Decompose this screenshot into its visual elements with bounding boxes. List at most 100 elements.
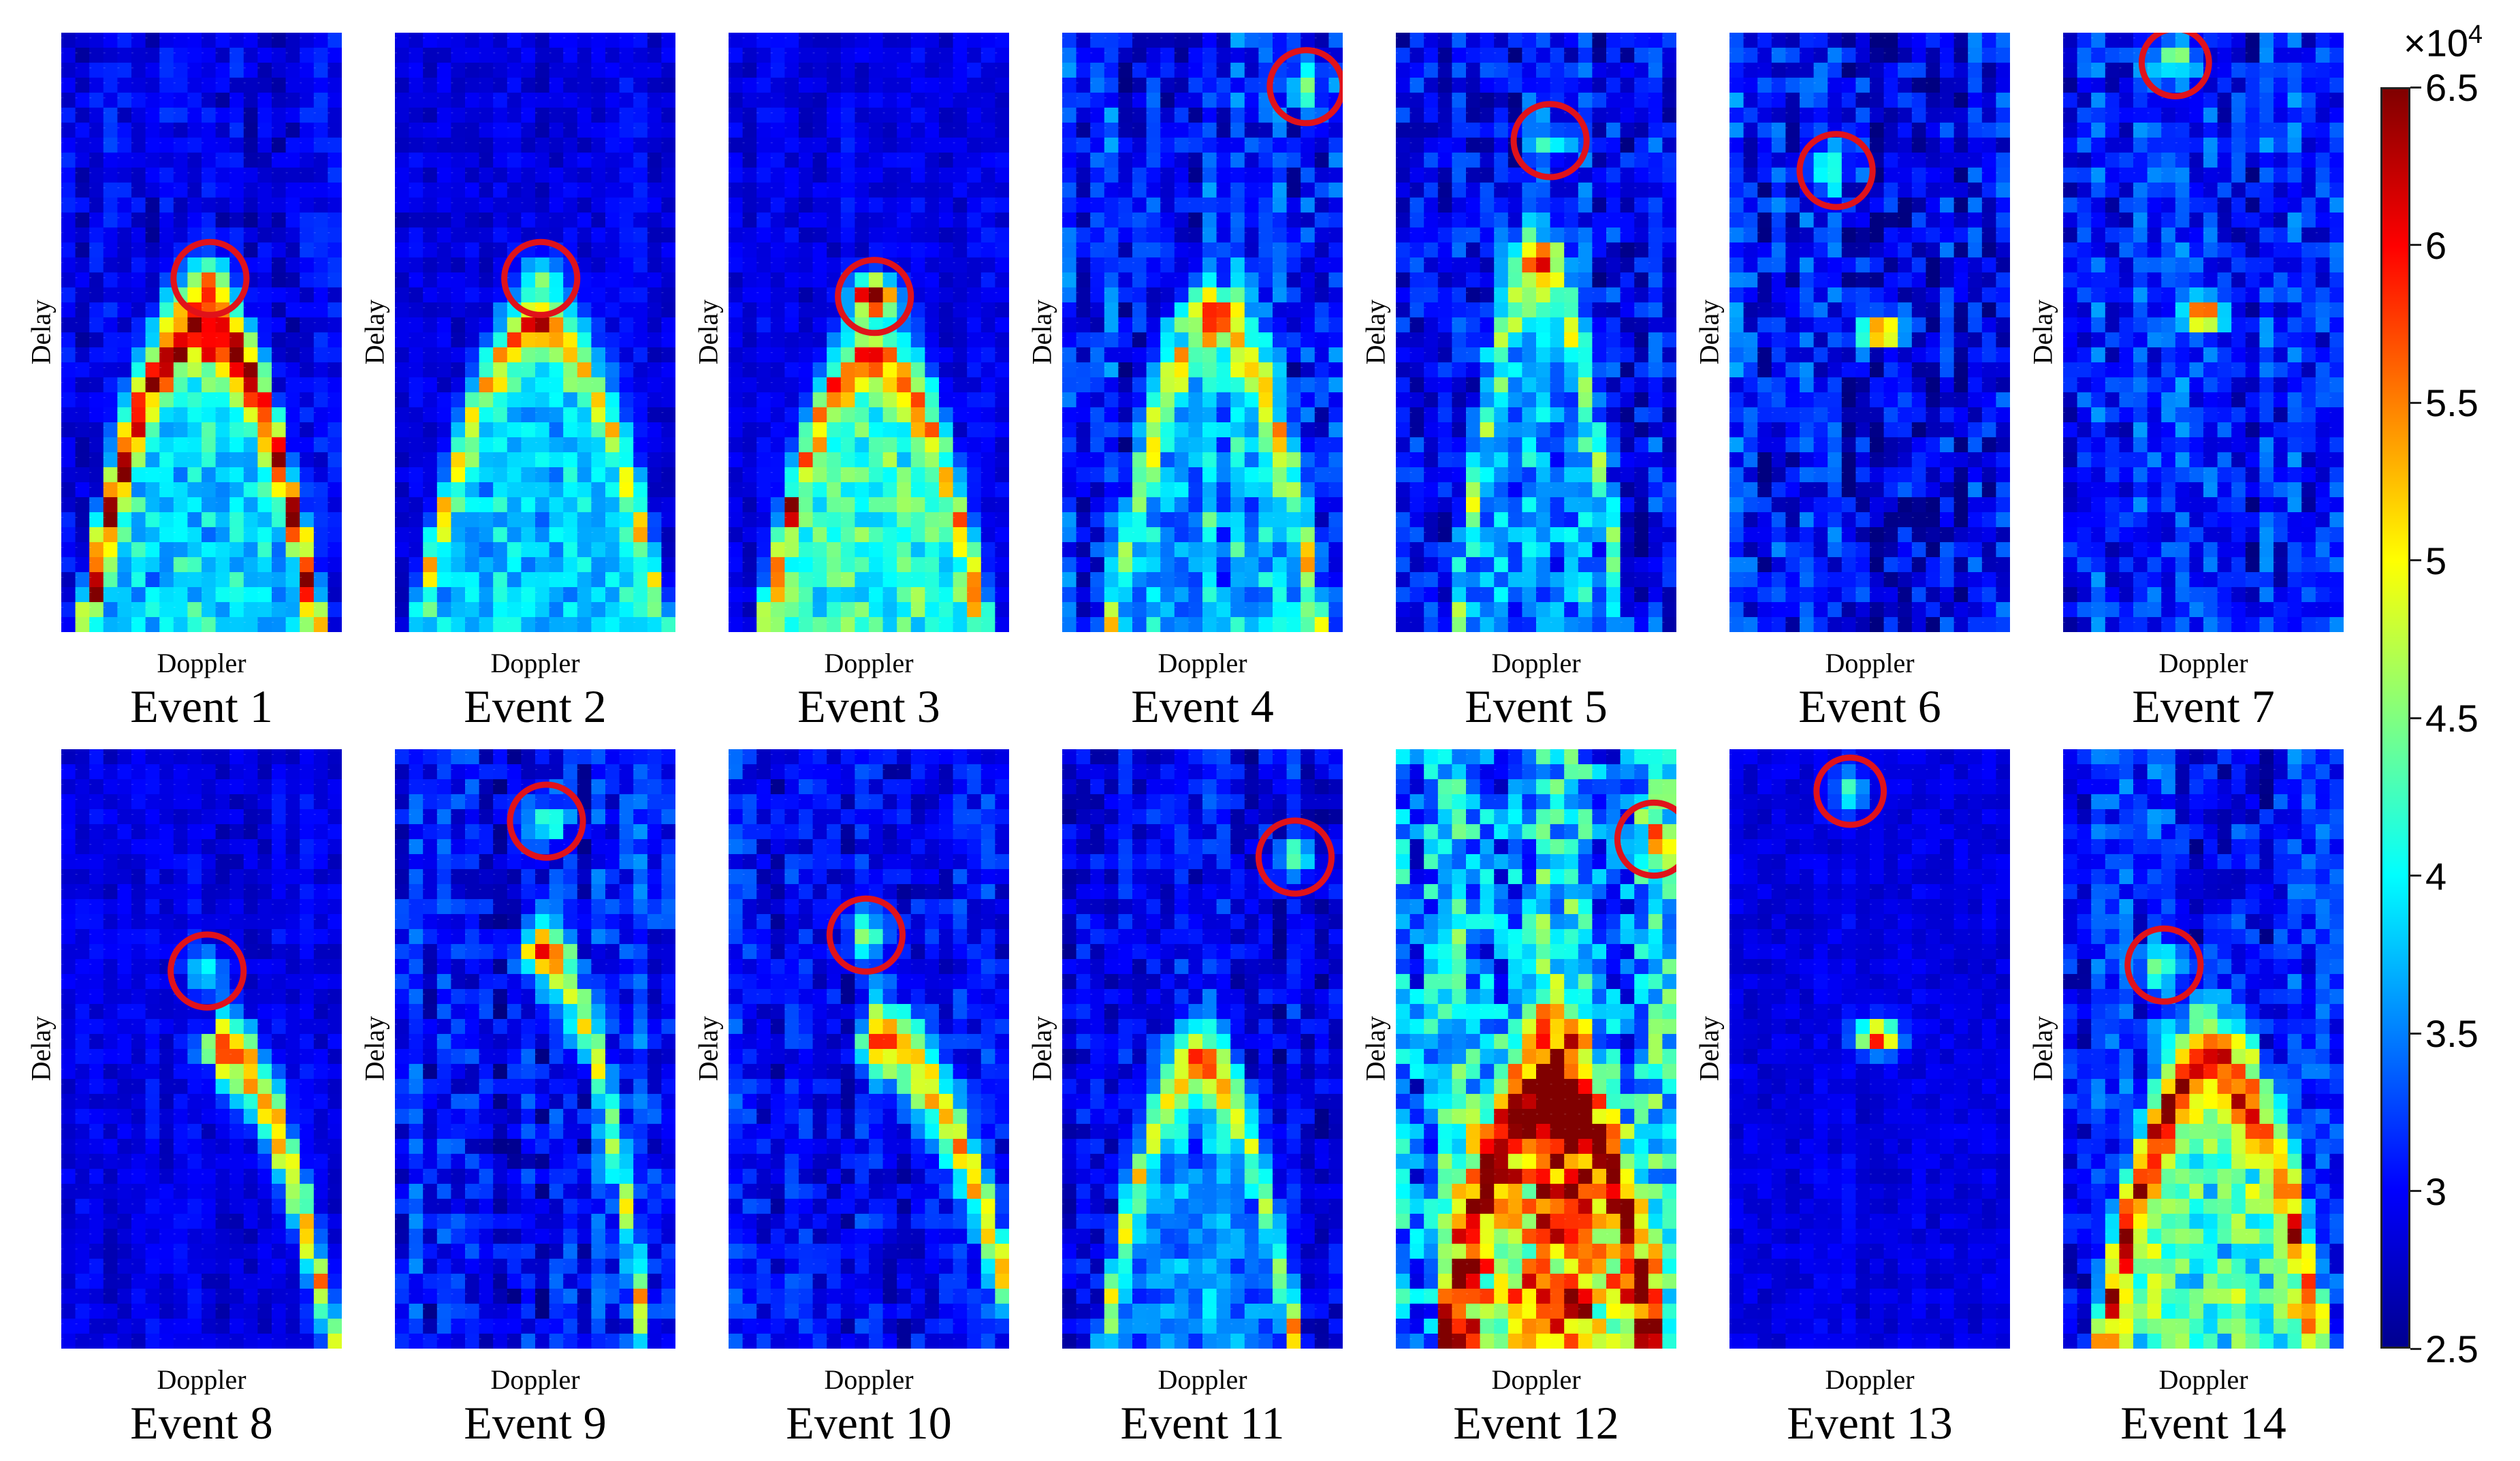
heatmap-cell [1841, 48, 1856, 63]
heatmap-cell [1940, 213, 1955, 228]
heatmap-cell [1466, 138, 1481, 153]
heatmap-cell [729, 287, 744, 303]
heatmap-cell [729, 512, 744, 528]
heatmap-cell [953, 183, 968, 198]
heatmap-cell [409, 33, 424, 48]
heatmap-cell [313, 362, 328, 378]
heatmap-cell [1870, 347, 1885, 363]
heatmap-cell [1494, 33, 1509, 48]
heatmap-cell [995, 123, 1009, 138]
heatmap-cell [1508, 302, 1522, 318]
heatmap-cell [1771, 587, 1786, 603]
heatmap-cell [1494, 213, 1509, 228]
heatmap-cell [995, 557, 1009, 573]
heatmap-cell [1968, 78, 1983, 93]
heatmap-cell [1258, 198, 1273, 213]
heatmap-cell [1160, 93, 1175, 108]
heatmap-cell [633, 527, 648, 543]
heatmap-cell [257, 63, 272, 78]
heatmap-cell [1258, 302, 1273, 318]
heatmap-cell [1188, 377, 1203, 393]
heatmap-cell [1981, 153, 1996, 168]
heatmap-cell [1230, 123, 1245, 138]
heatmap-cell [1898, 242, 1913, 258]
heatmap-cell [1104, 572, 1119, 588]
heatmap-cell [395, 512, 410, 528]
heatmap-cell [910, 572, 925, 588]
heatmap-cell [1132, 377, 1147, 393]
heatmap-cell [436, 542, 451, 558]
heatmap-cell [1118, 272, 1133, 288]
heatmap-cell [423, 272, 438, 288]
heatmap-cell [173, 512, 188, 528]
heatmap-cell [1202, 602, 1217, 618]
heatmap-cell [967, 332, 982, 348]
heatmap-cell [215, 48, 230, 63]
heatmap-cell [925, 138, 940, 153]
heatmap-cell [1981, 93, 1996, 108]
heatmap-cell [647, 512, 662, 528]
heatmap-cell [395, 227, 410, 243]
heatmap-cell [1076, 587, 1091, 603]
heatmap-cell [272, 93, 287, 108]
heatmap-cell [61, 392, 76, 408]
heatmap-cell [1536, 557, 1551, 573]
heatmap-cell [840, 377, 855, 393]
heatmap-cell [1729, 138, 1744, 153]
heatmap-cell [1729, 347, 1744, 363]
heatmap-cell [1090, 497, 1105, 513]
heatmap-cell [507, 407, 522, 423]
heatmap-cell [300, 93, 315, 108]
heatmap-cell [272, 272, 287, 288]
heatmap-cell [328, 123, 342, 138]
heatmap-cell [1216, 437, 1231, 453]
heatmap-cell [799, 587, 814, 603]
heatmap-cell [869, 108, 884, 123]
heatmap-cell [535, 437, 550, 453]
heatmap-cell [313, 452, 328, 468]
heatmap-cell [1494, 407, 1509, 423]
heatmap-cell [742, 168, 757, 183]
heatmap-cell [395, 48, 410, 63]
heatmap-cell [1216, 542, 1231, 558]
heatmap-cell [159, 542, 174, 558]
heatmap-cell [1301, 482, 1315, 498]
heatmap-cell [1452, 617, 1467, 632]
x-axis-label: Doppler [157, 648, 246, 678]
heatmap-cell [1104, 407, 1119, 423]
heatmap-cell [1855, 317, 1870, 333]
heatmap-cell [995, 617, 1009, 632]
heatmap-cell [1216, 153, 1231, 168]
heatmap-cell [1314, 392, 1329, 408]
heatmap-cell [479, 422, 494, 438]
heatmap-cell [1578, 272, 1593, 288]
heatmap-cell [1771, 602, 1786, 618]
heatmap-cell [159, 48, 174, 63]
heatmap-cell [1828, 437, 1843, 453]
heatmap-cell [1981, 123, 1996, 138]
heatmap-cell [1996, 63, 2010, 78]
heatmap-cell [1160, 407, 1175, 423]
heatmap-cell [1981, 168, 1996, 183]
heatmap-cell [1634, 497, 1649, 513]
heatmap-cell [1202, 467, 1217, 483]
heatmap-cell [1592, 48, 1607, 63]
heatmap-cell [812, 108, 827, 123]
heatmap-cell [1981, 302, 1996, 318]
heatmap-cell [1592, 317, 1607, 333]
heatmap-cell [202, 168, 217, 183]
heatmap-cell [1870, 272, 1885, 288]
heatmap-cell [1564, 392, 1579, 408]
heatmap-cell [1090, 602, 1105, 618]
heatmap-cell [409, 317, 424, 333]
heatmap-cell [1743, 527, 1758, 543]
heatmap-cell [1968, 587, 1983, 603]
heatmap-cell [1855, 467, 1870, 483]
heatmap-cell [1522, 392, 1537, 408]
heatmap-cell [827, 572, 842, 588]
heatmap-cell [869, 272, 884, 288]
heatmap-cell [1800, 198, 1815, 213]
heatmap-cell [995, 497, 1009, 513]
heatmap-cell [1466, 602, 1481, 618]
heatmap-cell [1090, 168, 1105, 183]
